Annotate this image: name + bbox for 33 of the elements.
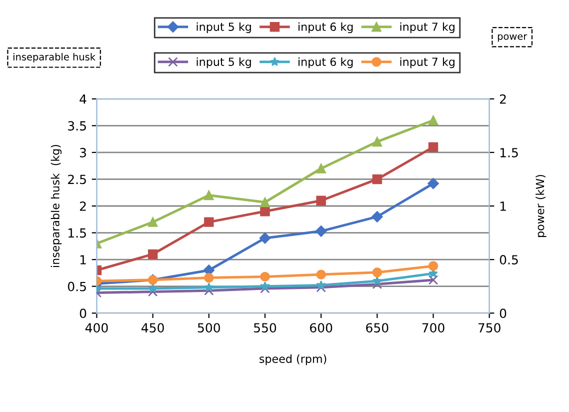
x-tick-label: 400 [85, 323, 108, 333]
legend-label: input 7 kg [400, 57, 454, 68]
x-tick-label: 650 [366, 323, 388, 333]
legend-label: input 5 kg [196, 57, 251, 68]
x-tick-label: 700 [422, 323, 444, 333]
x-tick-label: 500 [198, 323, 220, 333]
y-tick-label: 4 [80, 94, 86, 104]
legend-label: input 5 kg [196, 22, 251, 34]
y2-tick-label: 0.5 [500, 255, 518, 264]
y-tick-label: 1 [80, 255, 86, 264]
x-tick-label: 450 [142, 323, 164, 333]
y-axis-title: inseparable husk (kg) [50, 144, 62, 267]
y2-tick-label: 1 [500, 202, 506, 211]
y-tick-label: 2.5 [68, 174, 86, 184]
legend-label: input 6 kg [298, 22, 353, 34]
text: power [498, 34, 528, 42]
y2-tick-label: 1.5 [500, 148, 518, 158]
x-tick-label: 600 [310, 323, 332, 333]
y-tick-label: 2 [80, 201, 86, 211]
y-tick-label: 3 [80, 148, 86, 158]
y-tick-label: 1.5 [68, 228, 86, 238]
y-tick-label: 0 [80, 308, 86, 318]
y2-tick-label: 2 [500, 94, 506, 104]
x-tick-label: 550 [254, 323, 276, 333]
x-axis-title: speed (rpm) [260, 354, 326, 366]
y2-tick-label: 0 [500, 308, 506, 318]
text: inseparable husk [13, 52, 96, 62]
y2-axis-title: power (kW) [536, 174, 546, 237]
y-tick-label: 3.5 [68, 121, 86, 131]
legend-label: input 7 kg [400, 22, 454, 34]
x-tick-label: 750 [478, 323, 500, 333]
legend-label: input 6 kg [298, 57, 353, 68]
y-tick-label: 0.5 [68, 282, 86, 292]
